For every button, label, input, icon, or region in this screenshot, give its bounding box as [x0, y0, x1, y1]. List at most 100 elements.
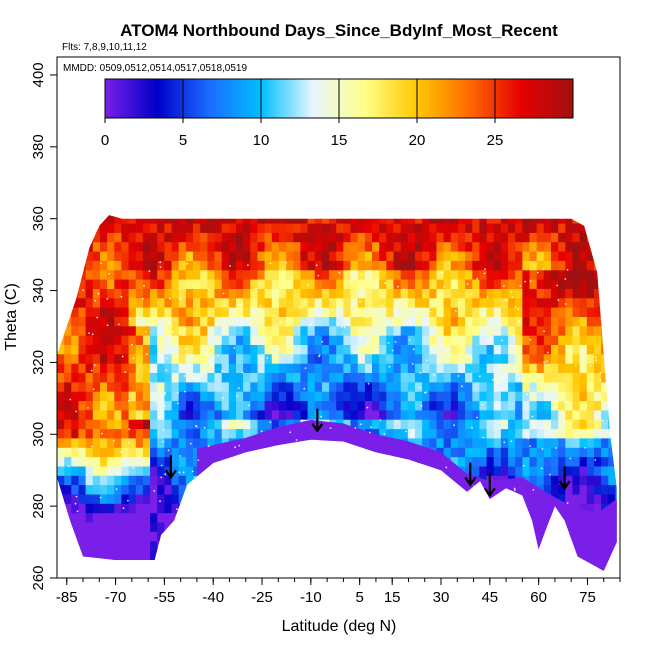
heatmap-cell — [364, 241, 373, 252]
heatmap-cell — [228, 391, 237, 402]
heatmap-cell — [286, 493, 294, 504]
heatmap-cell — [314, 288, 323, 299]
heatmap-cell — [300, 409, 309, 420]
heatmap-cell — [121, 241, 130, 252]
heatmap-cell — [379, 409, 387, 420]
heatmap-cell — [343, 521, 352, 532]
x-tick-label: -40 — [202, 589, 224, 606]
heatmap-cell — [107, 316, 115, 327]
heatmap-cell — [321, 456, 330, 467]
heatmap-cell — [107, 204, 115, 214]
heatmap-cell — [386, 288, 395, 299]
heatmap-cell — [314, 260, 323, 271]
heatmap-cell — [515, 521, 523, 532]
heatmap-cell — [128, 540, 137, 551]
heatmap-cell — [350, 215, 359, 224]
heatmap-cell — [580, 204, 588, 214]
heatmap-cell — [572, 456, 581, 467]
heatmap-cell — [164, 241, 173, 252]
speckle-dot — [289, 431, 292, 434]
heatmap-cell — [264, 475, 273, 486]
heatmap-cell — [178, 447, 187, 458]
heatmap-cell — [364, 288, 373, 299]
heatmap-cell — [393, 465, 402, 476]
heatmap-cell — [278, 559, 287, 570]
heatmap-cell — [536, 344, 545, 355]
heatmap-cell — [286, 297, 294, 308]
heatmap-cell — [400, 288, 409, 299]
heatmap-cell — [429, 325, 438, 336]
heatmap-cell — [608, 400, 617, 411]
heatmap-cell — [493, 307, 502, 317]
speckle-dot — [354, 351, 356, 353]
heatmap-cell — [443, 419, 452, 430]
heatmap-cell — [92, 223, 101, 233]
heatmap-cell — [236, 372, 244, 383]
heatmap-cell — [178, 503, 187, 514]
heatmap-cell — [536, 409, 545, 420]
heatmap-cell — [307, 550, 316, 560]
heatmap-cell — [150, 437, 158, 448]
heatmap-cell — [493, 335, 502, 345]
heatmap-cell — [436, 409, 445, 420]
heatmap-cell — [551, 400, 559, 411]
heatmap-cell — [450, 568, 459, 571]
x-tick-label: 60 — [530, 589, 547, 606]
heatmap-cell — [142, 223, 151, 233]
heatmap-cell — [185, 241, 194, 252]
heatmap-cell — [450, 223, 459, 233]
heatmap-cell — [486, 419, 495, 430]
heatmap-cell — [71, 372, 80, 383]
heatmap-cell — [579, 316, 588, 327]
heatmap-cell — [157, 381, 165, 392]
heatmap-cell — [594, 465, 602, 476]
heatmap-cell — [271, 307, 280, 317]
heatmap-cell — [486, 223, 495, 233]
heatmap-cell — [100, 215, 108, 224]
heatmap-cell — [257, 307, 266, 317]
heatmap-cell — [565, 251, 574, 261]
heatmap-cell — [271, 568, 280, 571]
heatmap-cell — [142, 251, 151, 261]
heatmap-cell — [565, 409, 574, 420]
heatmap-cell — [450, 241, 459, 252]
heatmap-cell — [372, 325, 380, 336]
heatmap-cell — [386, 241, 395, 252]
heatmap-cell — [608, 335, 617, 345]
heatmap-cell — [329, 251, 337, 261]
speckle-dot — [176, 508, 178, 510]
heatmap-cell — [185, 381, 194, 392]
heatmap-cell — [286, 335, 294, 345]
heatmap-cell — [465, 372, 473, 383]
heatmap-cell — [357, 215, 366, 224]
heatmap-cell — [493, 269, 502, 280]
heatmap-cell — [429, 531, 438, 542]
heatmap-cell — [200, 484, 208, 495]
heatmap-cell — [114, 400, 123, 411]
heatmap-cell — [286, 344, 294, 355]
heatmap-cell — [601, 447, 609, 458]
heatmap-cell — [100, 335, 108, 345]
heatmap-cell — [64, 400, 72, 411]
heatmap-cell — [543, 550, 552, 560]
heatmap-cell — [157, 493, 165, 504]
heatmap-cell — [121, 381, 130, 392]
heatmap-cell — [372, 288, 380, 299]
heatmap-cell — [250, 428, 259, 439]
heatmap-cell — [543, 559, 552, 570]
heatmap-cell — [78, 484, 87, 495]
heatmap-cell — [250, 363, 259, 373]
heatmap-cell — [343, 447, 352, 458]
heatmap-cell — [78, 428, 87, 439]
heatmap-cell — [493, 353, 502, 364]
heatmap-cell — [221, 297, 230, 308]
speckle-dot — [365, 479, 368, 482]
speckle-dot — [237, 303, 240, 306]
heatmap-cell — [121, 335, 130, 345]
heatmap-cell — [472, 428, 481, 439]
heatmap-cell — [465, 512, 473, 523]
heatmap-cell — [551, 550, 559, 560]
speckle-dot — [315, 264, 318, 267]
heatmap-cell — [250, 484, 259, 495]
heatmap-cell — [300, 400, 309, 411]
